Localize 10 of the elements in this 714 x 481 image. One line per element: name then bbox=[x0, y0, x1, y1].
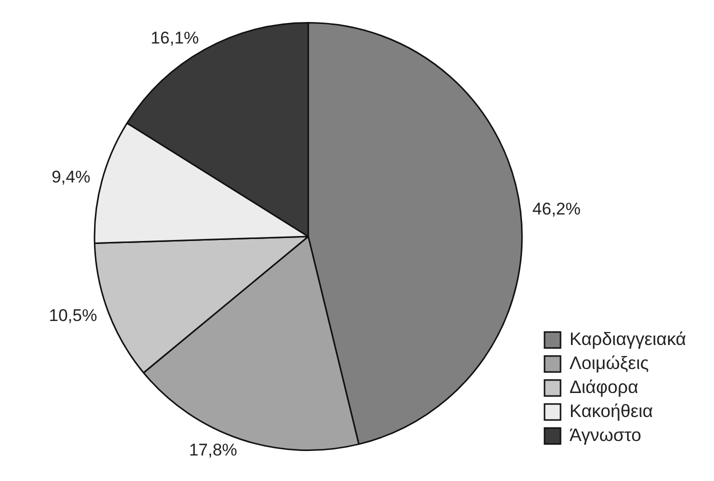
legend-label: Κακοήθεια bbox=[570, 400, 653, 421]
data-label: 46,2% bbox=[532, 199, 581, 218]
data-label: 16,1% bbox=[150, 28, 199, 48]
legend-label: Λοιμώξεις bbox=[570, 352, 650, 373]
legend-label: Διάφορα bbox=[570, 376, 638, 397]
data-label: 17,8% bbox=[188, 440, 238, 460]
data-label: 9,4% bbox=[52, 167, 90, 186]
data-label: 10,5% bbox=[48, 306, 98, 325]
legend-label: Άγνωστο bbox=[570, 424, 642, 445]
legend-label: Καρδιαγγειακά bbox=[570, 328, 686, 349]
